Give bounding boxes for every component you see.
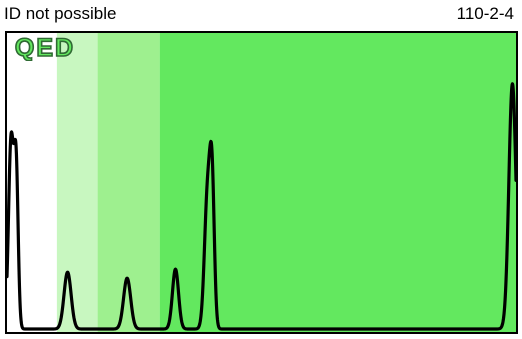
sample-id-label: 110-2-4: [456, 4, 514, 23]
trace-line: [7, 82, 516, 331]
qed-logo-icon: QED: [14, 33, 75, 61]
chromatogram-plot: QED: [5, 31, 518, 334]
chromatogram-svg: [7, 33, 516, 332]
header-bar: ID not possible 110-2-4: [0, 0, 522, 28]
id-status-text: ID not possible: [4, 4, 117, 23]
zones-layer: [7, 33, 516, 332]
zone-band-4: [159, 33, 516, 332]
zone-band-1: [7, 33, 57, 332]
qed-logo-text: QED: [15, 34, 75, 61]
zone-band-2: [56, 33, 98, 332]
